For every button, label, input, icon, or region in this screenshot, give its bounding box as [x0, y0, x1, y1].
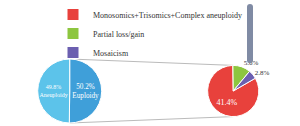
svg-text:49.8%Aneuploidy: 49.8%Aneuploidy — [39, 84, 67, 98]
svg-text:Monosomics+Trisomics+Complex a: Monosomics+Trisomics+Complex aneuploidy — [93, 11, 242, 20]
svg-text:50.2%Euploidy: 50.2%Euploidy — [72, 83, 99, 100]
svg-text:2.8%: 2.8% — [255, 69, 270, 77]
svg-text:Partial loss/gain: Partial loss/gain — [93, 30, 144, 39]
svg-text:41.4%: 41.4% — [216, 98, 237, 107]
svg-text:5.6%: 5.6% — [243, 59, 259, 68]
svg-text:Mosaicism: Mosaicism — [93, 49, 129, 58]
